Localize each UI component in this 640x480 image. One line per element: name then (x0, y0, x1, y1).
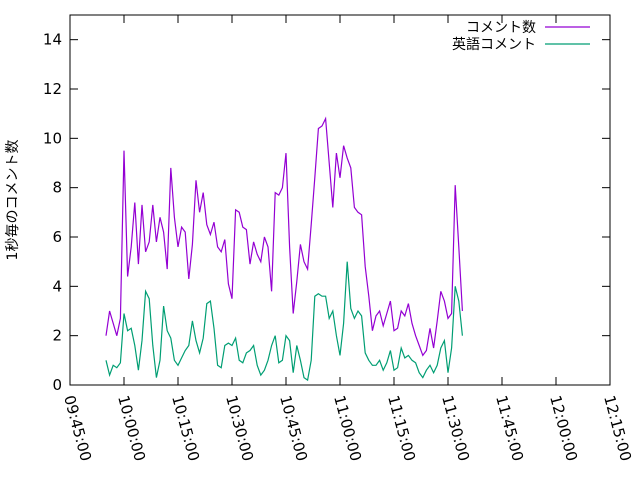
y-tick-label: 6 (52, 228, 62, 246)
legend-label-2: 英語コメント (452, 36, 536, 53)
plot-frame (69, 14, 611, 386)
y-tick-label: 4 (52, 277, 62, 295)
y-tick-label: 0 (52, 376, 62, 394)
y-tick-label: 14 (43, 31, 62, 49)
y-tick-label: 8 (52, 179, 62, 197)
y-tick-label: 10 (43, 129, 62, 147)
legend-label-1: コメント数 (466, 20, 536, 36)
series-line-1 (105, 116, 463, 357)
series-lines (105, 116, 463, 382)
y-tick-label: 2 (52, 327, 62, 345)
y-axis-label: 1秒毎のコメント数 (5, 140, 21, 261)
y-tick-label: 12 (43, 80, 62, 98)
y-axis-ticks: 0 2 4 6 8 10 12 14 (43, 31, 610, 394)
series-line-2 (105, 261, 463, 382)
